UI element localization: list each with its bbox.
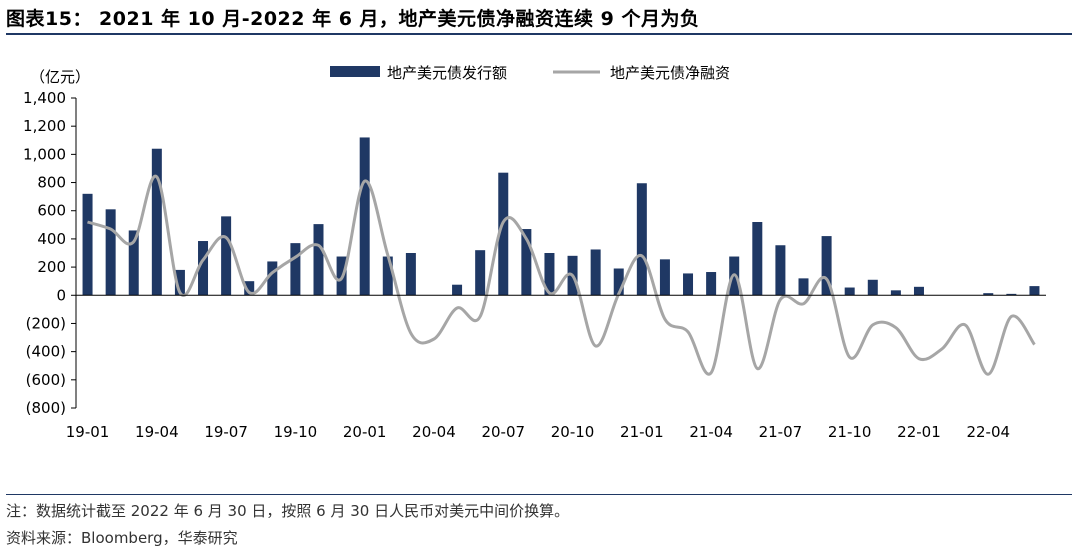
- line-series: [87, 174, 1036, 376]
- y-tick-label: 600: [37, 202, 66, 220]
- x-tick-label: 19-01: [66, 423, 110, 441]
- y-tick-label: 800: [37, 174, 66, 192]
- legend-line-label: 地产美元债净融资: [610, 64, 730, 82]
- legend-bar-swatch: [330, 66, 380, 77]
- x-tick-label: 22-04: [966, 423, 1010, 441]
- y-axis-unit: （亿元）: [30, 68, 90, 86]
- bar: [498, 172, 509, 296]
- bar: [913, 286, 924, 296]
- bar: [521, 229, 532, 296]
- bar: [405, 253, 416, 296]
- figure-title: 图表15： 2021 年 10 月-2022 年 6 月，地产美元债净融资连续 …: [6, 8, 700, 30]
- x-tick-label: 20-04: [412, 423, 456, 441]
- bar: [683, 273, 694, 296]
- bar: [1006, 293, 1017, 296]
- x-tick-label: 20-10: [551, 423, 595, 441]
- bar: [198, 241, 209, 296]
- y-tick-label: (200): [26, 314, 66, 332]
- bar: [128, 230, 139, 296]
- bar: [382, 256, 393, 296]
- bar: [105, 209, 116, 296]
- y-tick-label: (800): [26, 399, 66, 417]
- x-tick-label: 22-01: [897, 423, 941, 441]
- x-tick-label: 20-01: [343, 423, 387, 441]
- y-tick-label: 1,000: [23, 145, 66, 163]
- bar: [752, 222, 763, 296]
- legend-bar-label: 地产美元债发行额: [387, 64, 507, 82]
- x-tick-label: 20-07: [481, 423, 525, 441]
- bar: [221, 216, 232, 296]
- bar: [798, 278, 809, 296]
- y-tick-label: (600): [26, 371, 66, 389]
- bar: [452, 284, 463, 296]
- bar: [1029, 286, 1040, 296]
- x-tick-label: 19-10: [274, 423, 318, 441]
- bar: [313, 224, 324, 296]
- y-tick-label: 0: [56, 286, 66, 304]
- footer-rule: [6, 494, 1072, 495]
- y-tick-label: (400): [26, 343, 66, 361]
- x-tick-label: 19-04: [135, 423, 179, 441]
- y-tick-label: 1,400: [23, 89, 66, 107]
- bar: [590, 249, 601, 296]
- source-note: 资料来源：Bloomberg，华泰研究: [6, 529, 238, 547]
- bar: [613, 268, 624, 296]
- y-axis: 1,400 1,200 1,000 800 600 400 200 0 (200) (400) (6…: [23, 89, 77, 417]
- bar: [290, 243, 301, 296]
- bar: [544, 253, 555, 296]
- bar: [267, 261, 278, 296]
- footnote: 注：数据统计截至 2022 年 6 月 30 日，按照 6 月 30 日人民币对…: [6, 502, 570, 520]
- bar: [174, 269, 185, 296]
- x-tick-label: 19-07: [204, 423, 248, 441]
- bar: [359, 137, 370, 296]
- bar: [706, 272, 717, 296]
- bar-series: [82, 137, 1040, 296]
- bar: [821, 236, 832, 296]
- net-financing-line: [87, 174, 1036, 376]
- bar: [983, 293, 994, 296]
- x-tick-label: 21-07: [759, 423, 803, 441]
- bar: [867, 279, 878, 296]
- bar: [890, 290, 901, 296]
- x-axis: 19-01 19-04 19-07 19-10 20-01 20-04 20-07 20-10…: [66, 294, 1046, 441]
- bar: [659, 259, 670, 296]
- y-tick-label: 1,200: [23, 117, 66, 135]
- bar: [775, 245, 786, 296]
- y-tick-label: 400: [37, 230, 66, 248]
- y-tick-label: 200: [37, 258, 66, 276]
- bar: [151, 148, 162, 296]
- title-rule: [6, 33, 1072, 35]
- x-tick-label: 21-04: [689, 423, 733, 441]
- chart: （亿元） 地产美元债发行额 地产美元债净融资 1,400 1,200 1,000 80…: [23, 64, 1046, 441]
- x-tick-label: 21-10: [828, 423, 872, 441]
- bar: [636, 183, 647, 296]
- bar: [844, 287, 855, 296]
- bar: [244, 281, 255, 296]
- bar: [475, 250, 486, 296]
- x-tick-label: 21-01: [620, 423, 664, 441]
- bar: [82, 193, 93, 296]
